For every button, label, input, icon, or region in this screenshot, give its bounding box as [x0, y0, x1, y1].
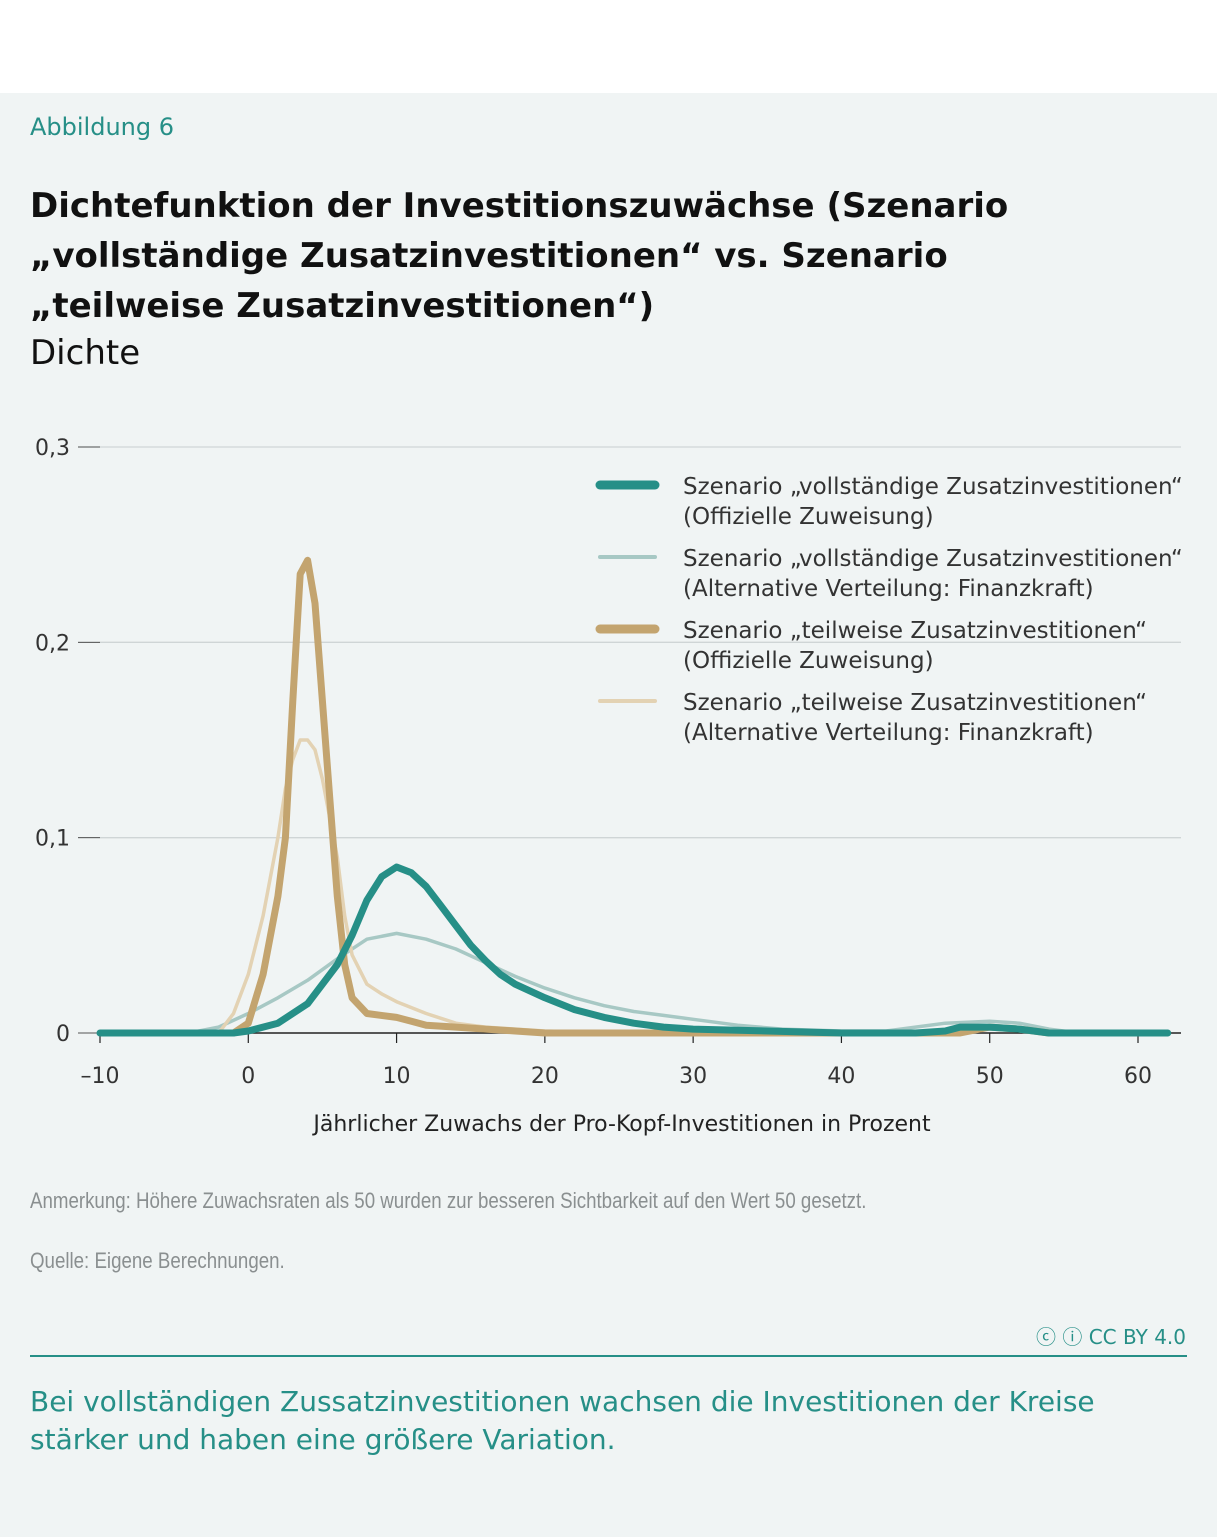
- legend-label-sub: (Offizielle Zuweisung): [683, 504, 934, 530]
- legend-label-sub: (Alternative Verteilung: Finanzkraft): [683, 720, 1094, 746]
- x-tick-label: 40: [827, 1064, 855, 1089]
- x-tick-label: 20: [531, 1064, 559, 1089]
- y-tick-label: 0,3: [35, 436, 70, 461]
- divider: [30, 1355, 1187, 1357]
- chart-title: Dichtefunktion der Investitionszuwächse …: [30, 186, 1009, 326]
- series-line: [98, 931, 1170, 1035]
- x-tick-label: –10: [81, 1064, 120, 1089]
- legend-label: Szenario „vollständige Zusatzinvestition…: [683, 546, 1183, 572]
- y-unit-label: Dichte: [30, 333, 141, 373]
- y-tick-label: 0: [56, 1022, 70, 1047]
- x-tick-label: 0: [241, 1064, 255, 1089]
- x-tick-label: 30: [679, 1064, 707, 1089]
- summary: Bei vollständigen Zussatzinvestitionen w…: [30, 1385, 1095, 1456]
- note: Anmerkung: Höhere Zuwachsraten als 50 wu…: [30, 1188, 867, 1213]
- source: Quelle: Eigene Berechnungen.: [30, 1248, 285, 1273]
- y-tick-label: 0,2: [35, 631, 70, 656]
- series-line: [230, 556, 1053, 1037]
- x-tick-label: 50: [976, 1064, 1004, 1089]
- legend-label-sub: (Alternative Verteilung: Finanzkraft): [683, 576, 1094, 602]
- x-axis-label: Jährlicher Zuwachs der Pro-Kopf-Investit…: [311, 1112, 931, 1137]
- license-text: CC BY 4.0: [1088, 1325, 1186, 1349]
- legend-label-sub: (Offizielle Zuweisung): [683, 648, 934, 674]
- series-line: [96, 863, 1172, 1037]
- license: ⓒ ⓘ CC BY 4.0: [1036, 1321, 1186, 1350]
- legend-label: Szenario „teilweise Zusatzinvestitionen“: [683, 618, 1147, 644]
- legend-label: Szenario „vollständige Zusatzinvestition…: [683, 474, 1183, 500]
- x-tick-label: 60: [1124, 1064, 1152, 1089]
- figure-label: Abbildung 6: [30, 113, 175, 141]
- figure-panel: Abbildung 6 Dichtefunktion der Investiti…: [0, 93, 1217, 1537]
- x-tick-label: 10: [383, 1064, 411, 1089]
- y-tick-label: 0,1: [35, 827, 70, 852]
- legend-label: Szenario „teilweise Zusatzinvestitionen“: [683, 690, 1147, 716]
- cc-icon: ⓒ ⓘ: [1035, 1325, 1089, 1349]
